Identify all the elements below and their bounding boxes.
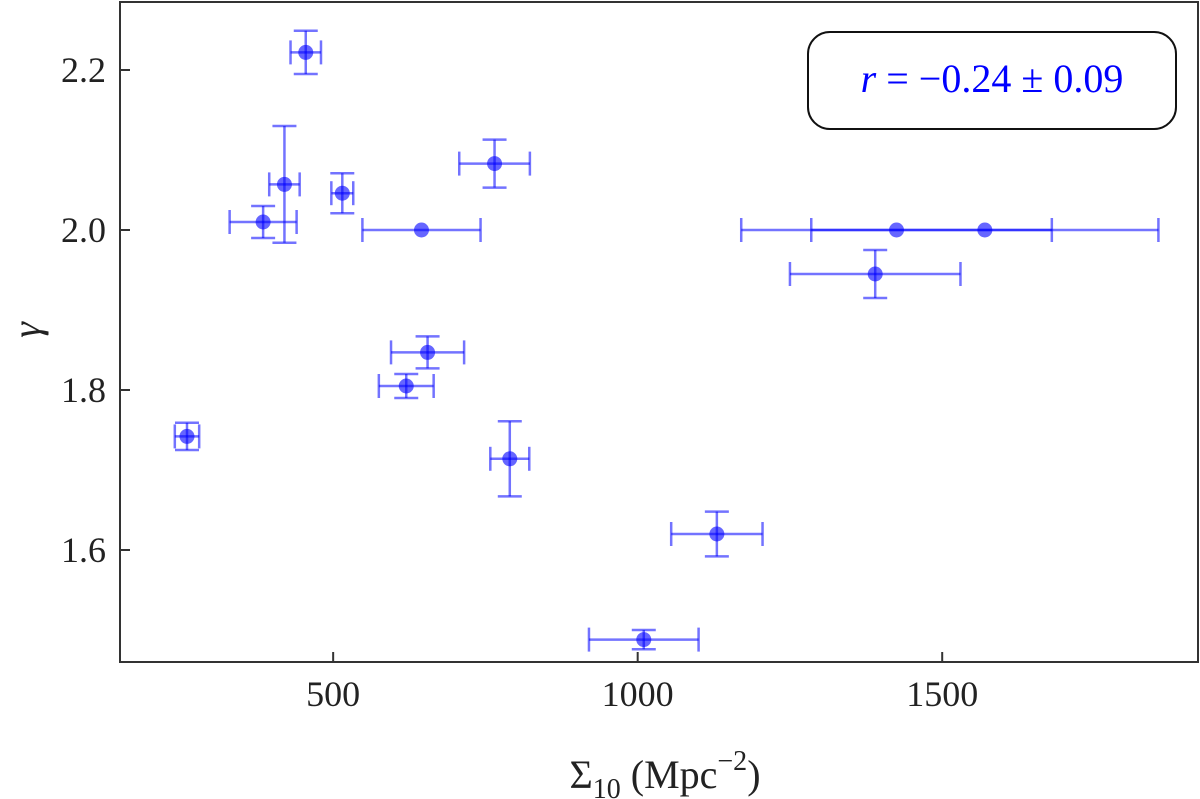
point-marker xyxy=(298,44,314,60)
point-marker xyxy=(977,222,993,238)
y-tick-label: 2.0 xyxy=(61,210,106,250)
x-axis-label-base: Σ xyxy=(569,752,592,797)
point-marker xyxy=(420,344,436,360)
y-tick-label: 2.2 xyxy=(61,50,106,90)
ticks-layer: 500 1000 1500 1.6 1.8 2.0 2.2 xyxy=(61,50,978,714)
point-marker xyxy=(179,428,195,444)
plot-frame xyxy=(119,1,1199,663)
point-marker xyxy=(255,214,271,230)
data-point-5 xyxy=(330,171,355,215)
data-point-2 xyxy=(228,204,298,240)
point-marker xyxy=(709,526,725,542)
x-axis-label-subscript: 10 xyxy=(593,774,621,799)
y-tick-label: 1.8 xyxy=(61,370,106,410)
y-axis-label: γ xyxy=(4,321,49,338)
data-point-15 xyxy=(810,218,1160,242)
point-marker xyxy=(334,185,350,201)
point-marker xyxy=(398,378,414,394)
data-point-10 xyxy=(489,419,531,498)
annotation-variable: r xyxy=(861,56,877,101)
x-tick-label: 500 xyxy=(306,674,360,714)
data-point-8 xyxy=(389,335,466,370)
x-axis-label-superscript: −2 xyxy=(717,746,747,777)
data-point-3 xyxy=(267,124,301,245)
point-marker xyxy=(487,156,503,172)
point-marker xyxy=(636,632,652,648)
data-point-9 xyxy=(457,138,532,189)
x-axis-label-unit: (Mpc xyxy=(621,752,718,797)
point-marker xyxy=(502,451,518,467)
annotation-box xyxy=(807,31,1177,130)
data-point-4 xyxy=(289,29,323,76)
data-point-13 xyxy=(788,248,962,300)
correlation-annotation: r = −0.24 ± 0.09 xyxy=(807,31,1177,130)
data-point-1 xyxy=(173,421,201,452)
data-point-11 xyxy=(587,627,700,652)
x-axis-label-close: ) xyxy=(747,752,760,797)
data-point-12 xyxy=(669,510,764,558)
annotation-value: = −0.24 ± 0.09 xyxy=(876,56,1123,101)
data-point-7 xyxy=(377,372,435,400)
x-axis-label: Σ10 (Mpc−2) xyxy=(569,746,760,799)
y-tick-label: 1.6 xyxy=(61,530,106,570)
point-marker xyxy=(276,176,292,192)
point-marker xyxy=(867,266,883,282)
data-point-6 xyxy=(361,218,482,242)
x-tick-label: 1500 xyxy=(906,674,978,714)
point-marker xyxy=(413,222,429,238)
x-tick-label: 1000 xyxy=(602,674,674,714)
annotation-text: r = −0.24 ± 0.09 xyxy=(861,56,1124,101)
data-points-layer xyxy=(173,29,1160,652)
